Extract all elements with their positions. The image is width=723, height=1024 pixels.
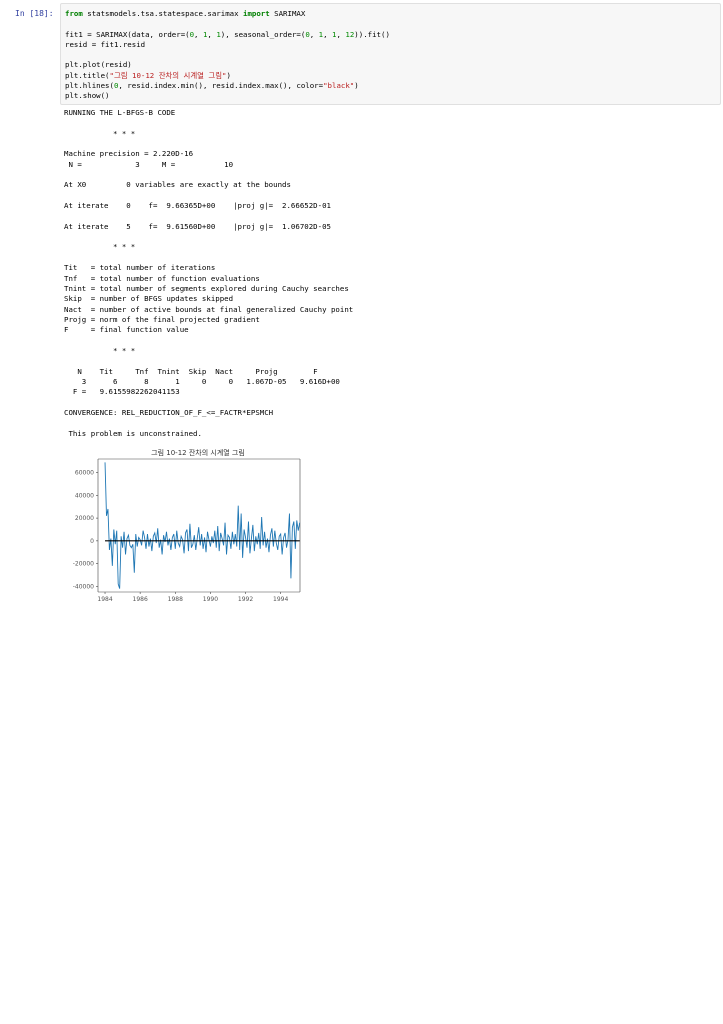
output-line: At iterate 5 f= 9.61560D+00 |proj g|= 1.… [64, 221, 331, 231]
x-tick-label: 1986 [133, 596, 148, 603]
code-token: , [207, 29, 217, 39]
output-line: This problem is unconstrained. [64, 428, 202, 438]
code-block[interactable]: from statsmodels.tsa.statespace.sarimax … [65, 9, 390, 102]
output-line [64, 211, 353, 221]
code-token: SARIMAX [269, 9, 306, 18]
output-line: Machine precision = 2.220D-16 [64, 149, 194, 159]
output-line: Tnf = total number of function evaluatio… [64, 273, 260, 283]
x-tick-label: 1992 [238, 596, 253, 603]
code-token: statsmodels.tsa.statespace.sarimax [82, 9, 243, 18]
code-token: "black" [323, 81, 355, 91]
code-token: , resid.index.min(), resid.index.max(), … [118, 81, 324, 91]
x-tick-label: 1984 [97, 596, 112, 603]
code-token: plt.hlines( [65, 81, 114, 91]
chart-plot-area [104, 462, 301, 589]
y-tick-label: -20000 [73, 561, 94, 568]
code-line [65, 19, 390, 29]
output-line: CONVERGENCE: REL_REDUCTION_OF_F_<=_FACTR… [64, 407, 274, 417]
code-token: 0 [189, 29, 195, 39]
code-token: from [65, 9, 83, 18]
code-token: ), seasonal_order=( [220, 29, 306, 39]
output-line [64, 232, 353, 242]
y-tick-label: -40000 [73, 583, 94, 590]
code-token: ) [226, 70, 231, 80]
x-tick-label: 1988 [168, 596, 183, 603]
code-token: , [309, 29, 319, 39]
output-line: * * * [64, 345, 136, 355]
output-line: N Tit Tnf Tnint Skip Nact Projg F [64, 366, 318, 376]
output-line: Projg = norm of the final projected grad… [64, 314, 260, 324]
code-line: fit1 = SARIMAX(data, order=(0, 1, 1), se… [65, 30, 390, 40]
cell-prompt: In [18]: [15, 9, 54, 18]
x-tick-label: 1994 [273, 596, 288, 603]
output-line: At X0 0 variables are exactly at the bou… [64, 180, 291, 190]
code-line: plt.plot(resid) [65, 60, 390, 70]
chart-svg: 그림 10-12 잔차의 시계열 그림 60000 40000 20000 0 -200… [73, 448, 301, 603]
y-tick-label: 60000 [75, 470, 94, 477]
residual-series-line [104, 462, 301, 589]
code-line: plt.hlines(0, resid.index.min(), resid.i… [65, 81, 390, 91]
output-line [64, 398, 353, 408]
code-line: from statsmodels.tsa.statespace.sarimax … [65, 9, 390, 19]
y-tick-label: 0 [90, 538, 94, 545]
output-line: N = 3 M = 10 [64, 159, 234, 169]
chart-title: 그림 10-12 잔차의 시계열 그림 [151, 448, 245, 457]
code-token: , [194, 29, 203, 39]
y-tick-label: 40000 [75, 492, 94, 499]
output-line: * * * [64, 242, 136, 252]
code-editor[interactable]: from statsmodels.tsa.statespace.sarimax … [60, 3, 721, 105]
output-line [64, 139, 353, 149]
code-token: 12 [345, 29, 355, 39]
output-line [64, 336, 353, 346]
output-line [64, 253, 353, 263]
code-token: 1 [202, 29, 208, 39]
code-token: 1 [318, 29, 324, 39]
output-line [64, 356, 353, 366]
code-token: resid = fit1.resid [65, 39, 146, 49]
output-line: Skip = number of BFGS updates skipped [64, 294, 234, 304]
code-token: ) [354, 81, 359, 91]
output-line: F = final function value [64, 325, 189, 335]
output-line: 3 6 8 1 0 0 1.067D-05 9.616D+00 [64, 376, 340, 386]
code-token: fit1 = SARIMAX(data, order=( [65, 29, 190, 39]
code-token: plt.title( [65, 70, 110, 80]
residual-chart: 그림 10-12 잔차의 시계열 그림 60000 40000 20000 0 -200… [64, 446, 304, 606]
code-token: 1 [216, 29, 221, 39]
code-token: , [336, 29, 346, 39]
code-token: 0 [113, 81, 119, 91]
output-line: Tnint = total number of segments explore… [64, 283, 349, 293]
code-line: plt.title("그림 10-12 잔차의 시계열 그림") [65, 71, 390, 81]
code-token: )).fit() [354, 29, 390, 39]
code-token: , [323, 29, 333, 39]
output-line: F = 9.6155982262041153 [64, 387, 180, 397]
output-line [64, 170, 353, 180]
code-token: plt.plot(resid) [65, 60, 132, 70]
code-line: resid = fit1.resid [65, 40, 390, 50]
y-tick-label: 20000 [75, 515, 94, 522]
output-line [64, 191, 353, 201]
x-tick-label: 1990 [203, 596, 218, 603]
output-line [64, 118, 353, 128]
code-token: "그림 10-12 잔차의 시계열 그림" [109, 70, 227, 80]
output-line: At iterate 0 f= 9.66365D+00 |proj g|= 2.… [64, 201, 331, 211]
output-line: Tit = total number of iterations [64, 263, 216, 273]
cell-output-text: RUNNING THE L-BFGS-B CODE * * * Machine p… [64, 108, 353, 439]
code-token: plt.show() [65, 91, 110, 101]
code-token: 0 [305, 29, 310, 39]
code-line [65, 50, 390, 60]
output-line: RUNNING THE L-BFGS-B CODE [64, 108, 176, 117]
output-line: Nact = number of active bounds at final … [64, 304, 354, 314]
code-token: import [243, 9, 270, 18]
output-line [64, 418, 353, 428]
code-line: plt.show() [65, 91, 390, 101]
output-line: * * * [64, 128, 136, 138]
code-token: 1 [332, 29, 337, 39]
